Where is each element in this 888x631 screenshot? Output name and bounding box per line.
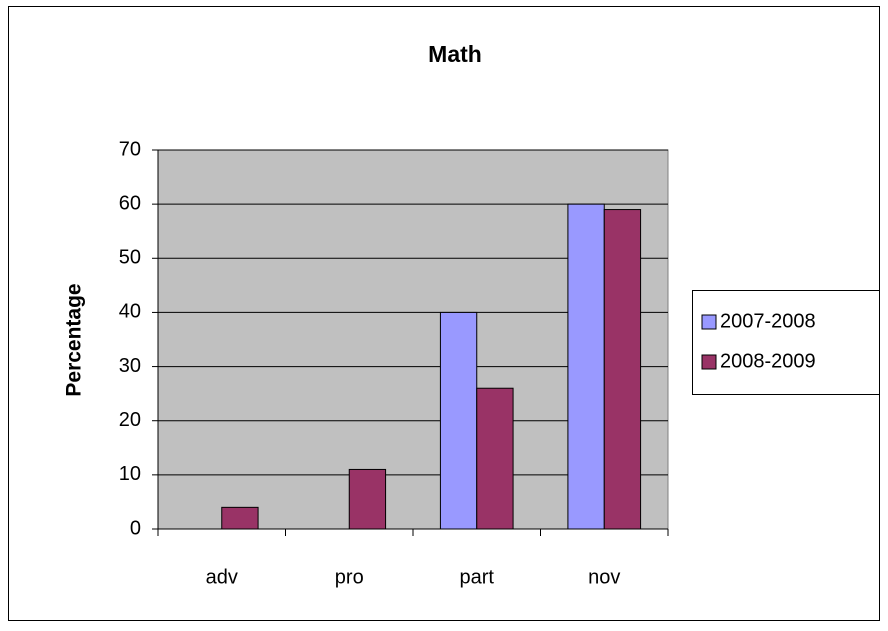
x-tick-label: adv xyxy=(206,566,238,588)
legend-label: 2007-2008 xyxy=(720,310,816,332)
x-tick-label: part xyxy=(460,566,495,588)
y-tick-label: 30 xyxy=(119,355,141,377)
y-tick-label: 0 xyxy=(130,517,141,539)
bar xyxy=(567,203,605,530)
bar xyxy=(221,506,259,530)
y-axis-label: Percentage xyxy=(63,283,86,396)
legend-swatch xyxy=(701,354,717,370)
y-tick-label: 40 xyxy=(119,301,141,323)
bar xyxy=(348,468,387,530)
legend xyxy=(692,290,880,395)
bar xyxy=(603,209,642,530)
x-tick-label: pro xyxy=(335,566,364,588)
bar xyxy=(476,387,514,530)
y-tick-label: 60 xyxy=(119,192,141,214)
y-tick-label: 50 xyxy=(119,247,141,269)
chart-title: Math xyxy=(428,41,482,67)
legend-swatch xyxy=(701,314,717,330)
x-tick-label: nov xyxy=(588,566,620,588)
y-tick-label: 70 xyxy=(119,138,141,160)
legend-label: 2008-2009 xyxy=(720,350,816,372)
bar xyxy=(439,311,478,530)
y-tick-label: 20 xyxy=(119,409,141,431)
y-tick-label: 10 xyxy=(119,463,141,485)
